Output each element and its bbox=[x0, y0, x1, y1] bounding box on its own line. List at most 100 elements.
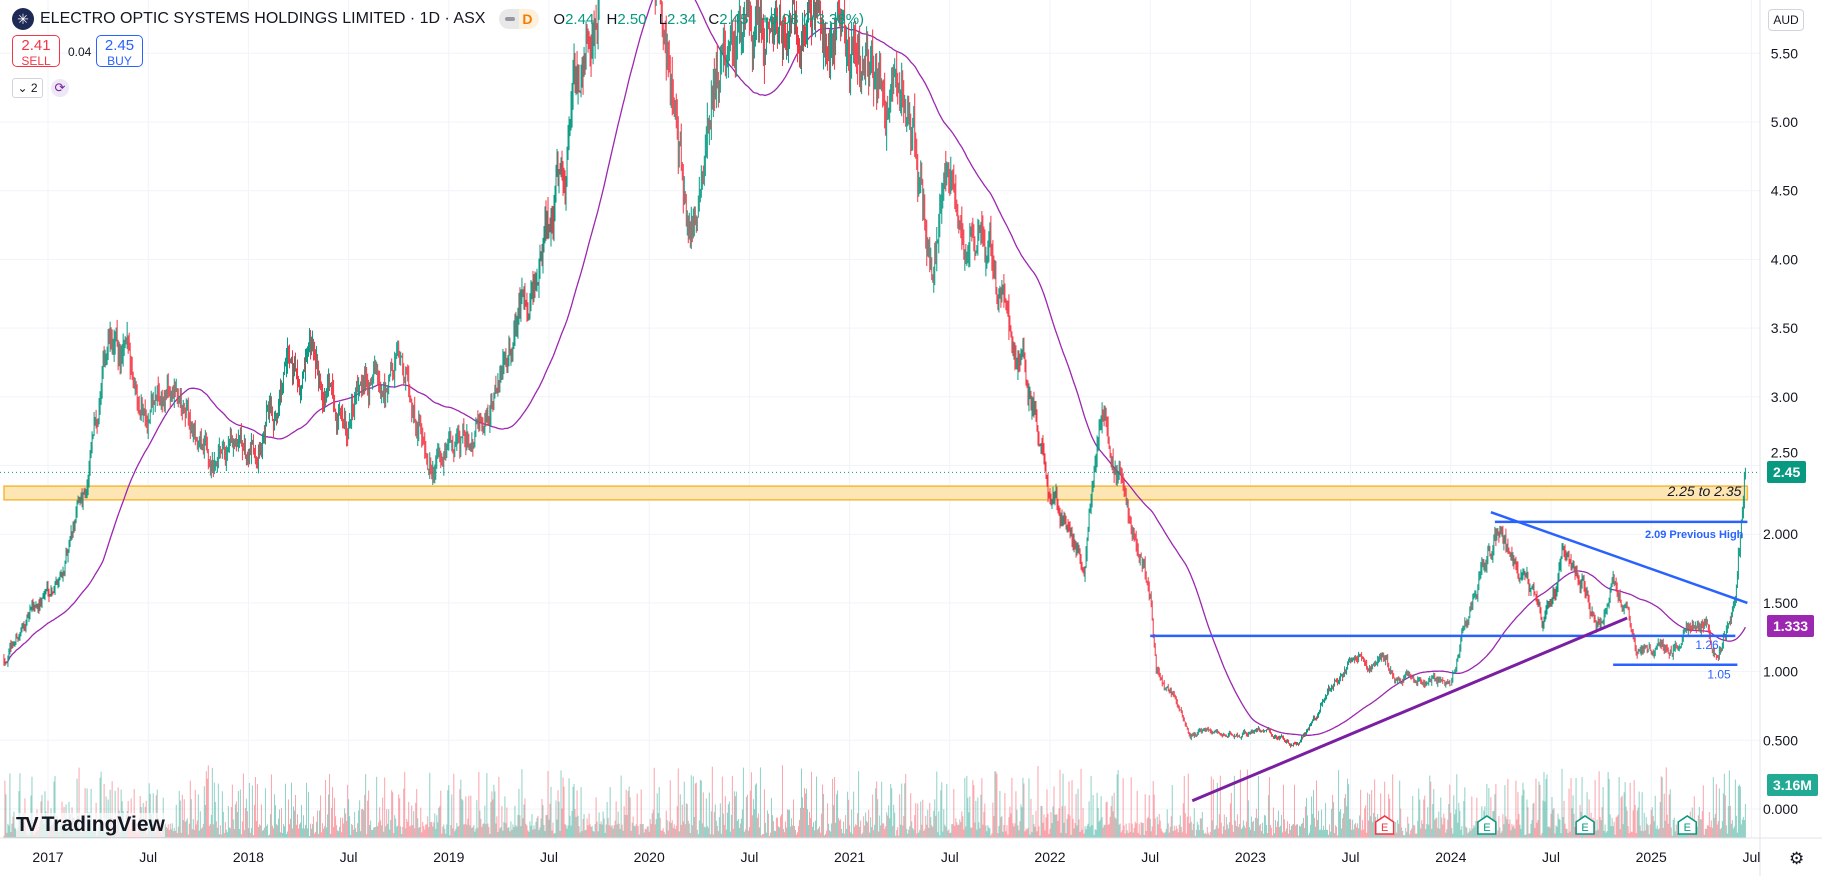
volume-bar bbox=[723, 824, 725, 838]
volume-bar bbox=[432, 826, 434, 838]
volume-bar bbox=[1267, 795, 1269, 838]
volume-bar bbox=[522, 818, 524, 838]
volume-bar bbox=[719, 803, 721, 838]
volume-bar bbox=[1503, 824, 1505, 838]
volume-bar bbox=[191, 829, 193, 838]
volume-bar bbox=[1142, 823, 1144, 838]
volume-bar bbox=[568, 778, 570, 838]
sell-price: 2.41 bbox=[21, 37, 51, 54]
time-tick-label: Jul bbox=[340, 849, 358, 865]
tradingview-logo[interactable]: TV TradingView bbox=[16, 813, 165, 837]
volume-bar bbox=[1641, 792, 1643, 838]
volume-bar bbox=[993, 816, 995, 838]
volume-bar bbox=[645, 829, 647, 838]
volume-bar bbox=[1465, 826, 1467, 838]
volume-bar bbox=[726, 812, 728, 838]
volume-bar bbox=[1653, 821, 1655, 838]
volume-bar bbox=[1227, 828, 1229, 838]
volume-bar bbox=[1320, 829, 1322, 838]
volume-bar bbox=[603, 818, 605, 838]
volume-bar bbox=[450, 825, 452, 838]
volume-bar bbox=[1171, 785, 1173, 838]
volume-bar bbox=[306, 782, 308, 838]
volume-bar bbox=[198, 830, 200, 838]
volume-bar bbox=[530, 825, 532, 838]
volume-bar bbox=[1401, 827, 1403, 838]
volume-bar bbox=[243, 829, 245, 838]
volume-bar bbox=[1645, 817, 1647, 838]
volume-bar bbox=[810, 818, 812, 838]
volume-bar bbox=[792, 799, 794, 838]
volume-bar bbox=[1122, 778, 1124, 838]
settings-icon[interactable]: ⚙ bbox=[1789, 849, 1805, 868]
volume-bar bbox=[1608, 778, 1610, 838]
volume-bar bbox=[1672, 819, 1674, 838]
volume-bar bbox=[998, 825, 1000, 838]
volume-bar bbox=[1706, 825, 1708, 838]
volume-bar bbox=[889, 818, 891, 838]
symbol-title[interactable]: ✳ ELECTRO OPTIC SYSTEMS HOLDINGS LIMITED… bbox=[12, 8, 485, 30]
volume-bar bbox=[484, 805, 486, 838]
time-tick-label: 2018 bbox=[233, 849, 264, 865]
price-zone[interactable]: 2.25 to 2.35 bbox=[3, 483, 1749, 501]
volume-bar bbox=[973, 785, 975, 838]
volume-bar bbox=[1444, 817, 1446, 838]
volume-bar bbox=[1282, 784, 1284, 838]
volume-bar bbox=[878, 831, 880, 838]
volume-bar bbox=[1540, 835, 1542, 838]
volume-bar bbox=[1676, 833, 1678, 838]
indicators-toggle-button[interactable]: ⌄ 2 bbox=[12, 78, 43, 98]
volume-bar bbox=[379, 807, 381, 838]
volume-bar bbox=[177, 826, 179, 838]
currency-button[interactable]: AUD bbox=[1768, 9, 1804, 31]
volume-bar bbox=[1422, 823, 1424, 838]
volume-bar bbox=[823, 793, 825, 838]
market-status-badge[interactable]: D bbox=[499, 9, 540, 29]
buy-button[interactable]: 2.45 BUY bbox=[96, 35, 143, 68]
volume-bar bbox=[954, 825, 956, 838]
volume-bar bbox=[403, 788, 405, 838]
volume-bar bbox=[192, 819, 194, 838]
volume-bar bbox=[213, 782, 215, 838]
volume-bar bbox=[914, 815, 916, 838]
volume-bar bbox=[1178, 824, 1180, 838]
sell-button[interactable]: 2.41 SELL bbox=[12, 35, 60, 68]
price-tick-label: 4.50 bbox=[1771, 183, 1798, 199]
time-axis[interactable]: 2017 Jul 2018 Jul 2019 Jul 2020 Jul 2021 Jul 2022 J… bbox=[32, 849, 1760, 865]
volume-bar bbox=[1265, 824, 1267, 838]
volume-bar bbox=[1417, 820, 1419, 838]
volume-bar bbox=[1347, 778, 1349, 838]
volume-bar bbox=[1072, 818, 1074, 838]
earnings-label: E bbox=[1381, 822, 1388, 834]
volume-bar bbox=[1343, 813, 1345, 838]
volume-bar bbox=[337, 830, 339, 838]
volume-bar bbox=[506, 807, 508, 838]
volume-bar bbox=[945, 826, 947, 838]
volume-bar bbox=[1297, 835, 1299, 838]
volume-bar bbox=[417, 818, 419, 838]
volume-bar bbox=[1008, 817, 1010, 838]
volume-bar bbox=[259, 825, 261, 838]
volume-bar bbox=[482, 823, 484, 838]
volume-bar bbox=[628, 786, 630, 838]
volume-bar bbox=[1121, 830, 1123, 838]
volume-bar bbox=[1662, 828, 1664, 838]
volume-bar bbox=[1346, 806, 1348, 838]
price-axis[interactable]: 0.0000.5001.0001.5002.0002.503.003.504.0… bbox=[1763, 45, 1798, 817]
volume-bar bbox=[1543, 772, 1545, 838]
volume-bar bbox=[1460, 829, 1462, 838]
volume-bar bbox=[831, 823, 833, 838]
volume-bar bbox=[1716, 824, 1718, 838]
volume-bar bbox=[539, 827, 541, 838]
volume-bar bbox=[1054, 814, 1056, 838]
buy-price: 2.45 bbox=[104, 37, 135, 54]
volume-bar bbox=[1456, 774, 1458, 838]
volume-bar bbox=[731, 775, 733, 838]
price-tick-label: 2.000 bbox=[1763, 526, 1798, 542]
volume-bar bbox=[734, 796, 736, 838]
volume-bar bbox=[822, 784, 824, 838]
refresh-icon[interactable]: ⟳ bbox=[51, 79, 69, 97]
